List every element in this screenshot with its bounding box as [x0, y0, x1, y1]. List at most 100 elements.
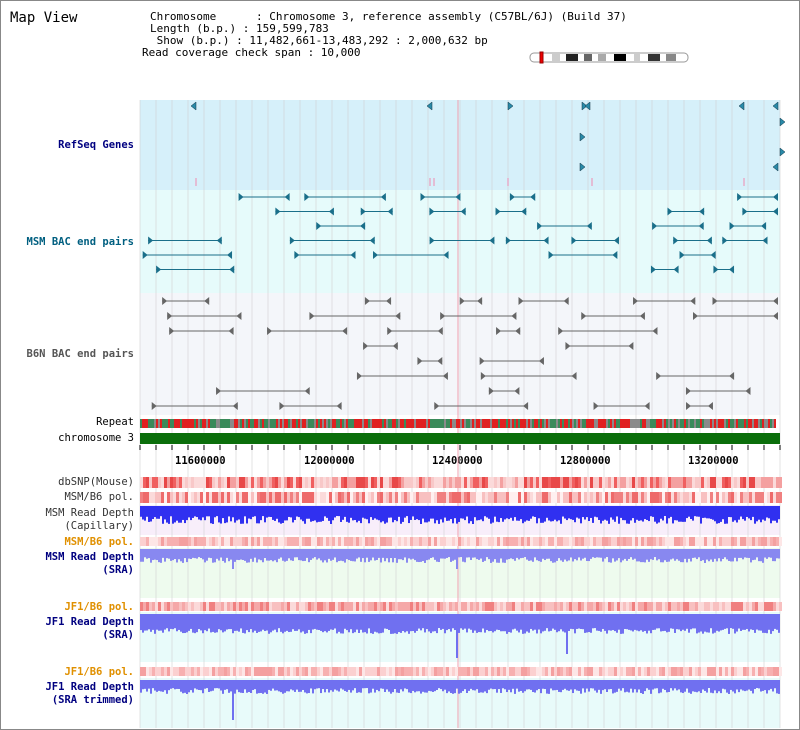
msm-sra-depth-bar: [450, 549, 452, 562]
msm-sra-depth-bar: [178, 549, 180, 560]
msm-sra-depth-bar: [334, 549, 336, 558]
jf1-sra-depth-bar: [302, 614, 304, 632]
dbsnp-cell: [191, 477, 194, 488]
jf1-pol2-cell: [323, 667, 326, 676]
msm-pol2-cell: [566, 537, 569, 546]
jf1-trimmed-depth-bar: [724, 680, 726, 690]
msm-pol2-cell: [614, 537, 617, 546]
repeat-segment: [662, 419, 664, 428]
jf1-pol-cell: [662, 602, 665, 611]
msm-pol-cell: [215, 492, 218, 503]
dbsnp-cell: [542, 477, 545, 488]
dbsnp-cell: [509, 477, 512, 488]
label-refseq-genes[interactable]: RefSeq Genes: [58, 139, 134, 151]
msm-capillary-depth-bar: [182, 506, 184, 520]
jf1-sra-depth-bar: [560, 614, 562, 630]
msm-capillary-depth-bar: [342, 506, 344, 520]
jf1-trimmed-depth-bar: [582, 680, 584, 689]
msm-capillary-depth-bar: [704, 506, 706, 518]
dbsnp-cell: [506, 477, 509, 488]
msm-sra-depth-bar: [740, 549, 742, 558]
repeat-segment: [606, 419, 608, 428]
msm-capillary-depth-bar: [448, 506, 450, 521]
jf1-pol-cell: [179, 602, 182, 611]
jf1-trimmed-depth-bar: [468, 680, 470, 691]
jf1-pol-cell: [302, 602, 305, 611]
msm-pol2-cell: [503, 537, 506, 546]
msm-sra-depth-bar: [626, 549, 628, 561]
jf1-sra-depth-bar: [488, 614, 490, 632]
jf1-sra-depth-bar: [164, 614, 166, 630]
msm-capillary-depth-bar: [490, 506, 492, 524]
dbsnp-cell: [380, 477, 383, 488]
msm-sra-depth-bar: [404, 549, 406, 558]
jf1-sra-depth-bar: [468, 614, 470, 629]
label-msm-bac[interactable]: MSM BAC end pairs: [26, 236, 134, 248]
msm-sra-depth-bar: [618, 549, 620, 559]
jf1-trimmed-depth-bar: [736, 680, 738, 690]
msm-sra-depth-bar: [530, 549, 532, 561]
jf1-sra-depth-bar: [630, 614, 632, 631]
label-msm-b6-pol-2[interactable]: MSM/B6 pol.: [64, 536, 134, 548]
msm-bac-pair-end: [238, 193, 244, 201]
jf1-pol-cell: [230, 602, 233, 611]
repeat-segment: [502, 419, 504, 428]
msm-capillary-depth-bar: [312, 506, 314, 522]
jf1-pol-cell: [401, 602, 404, 611]
repeat-segment: [408, 419, 410, 428]
msm-sra-depth-bar: [214, 549, 216, 563]
msm-capillary-depth-bar: [666, 506, 668, 524]
repeat-segment: [544, 419, 546, 428]
msm-capillary-depth-bar: [494, 506, 496, 517]
msm-capillary-depth-bar: [400, 506, 402, 524]
jf1-trimmed-depth-bar: [562, 680, 564, 690]
dbsnp-cell: [419, 477, 422, 488]
jf1-trimmed-depth-bar: [312, 680, 314, 694]
jf1-pol-cell: [560, 602, 563, 611]
dbsnp-cell: [767, 477, 770, 488]
msm-capillary-depth-bar: [610, 506, 612, 518]
jf1-pol-cell: [605, 602, 608, 611]
msm-pol-cell: [464, 492, 467, 503]
repeat-segment: [454, 419, 456, 428]
msm-sra-depth-bar: [680, 549, 682, 563]
repeat-segment: [234, 419, 236, 428]
msm-pol-cell: [386, 492, 389, 503]
label-msm-b6-pol[interactable]: MSM/B6 pol.: [64, 491, 134, 503]
jf1-pol-cell: [536, 602, 539, 611]
repeat-segment: [330, 419, 332, 428]
msm-sra-depth-bar: [160, 549, 162, 563]
label-b6n-bac[interactable]: B6N BAC end pairs: [26, 348, 134, 360]
jf1-sra-depth-bar: [334, 614, 336, 629]
msm-pol2-cell: [683, 537, 686, 546]
msm-capillary-depth-bar: [724, 506, 726, 524]
label-dbsnp[interactable]: dbSNP(Mouse): [58, 476, 134, 488]
jf1-sra-depth-bar: [506, 614, 508, 634]
msm-pol-cell: [275, 492, 278, 503]
msm-capillary-depth-bar: [734, 506, 736, 521]
dbsnp-cell: [635, 477, 638, 488]
jf1-pol-cell: [647, 602, 650, 611]
b6n-bac-pair-end: [690, 297, 696, 305]
msm-sra-depth-bar: [444, 549, 446, 559]
msm-sra-depth-bar: [582, 549, 584, 559]
jf1-pol-cell: [686, 602, 689, 611]
label-jf1-b6-pol-2[interactable]: JF1/B6 pol.: [64, 666, 134, 678]
jf1-sra-depth-bar: [756, 614, 758, 630]
msm-capillary-depth-bar: [300, 506, 302, 520]
label-jf1-read-trimmed[interactable]: JF1 Read Depth (SRA trimmed): [45, 681, 134, 706]
jf1-trimmed-depth-bar: [670, 680, 672, 689]
label-jf1-b6-pol[interactable]: JF1/B6 pol.: [64, 601, 134, 613]
jf1-pol-cell: [380, 602, 383, 611]
dbsnp-cell: [329, 477, 332, 488]
dbsnp-cell: [659, 477, 662, 488]
repeat-segment: [156, 419, 158, 428]
msm-capillary-depth-bar: [466, 506, 468, 517]
label-msm-read-capillary[interactable]: MSM Read Depth (Capillary): [45, 507, 134, 532]
label-msm-read-sra[interactable]: MSM Read Depth (SRA): [45, 551, 134, 576]
msm-pol-cell: [719, 492, 722, 503]
label-jf1-read-sra[interactable]: JF1 Read Depth (SRA): [45, 616, 134, 641]
repeat-segment: [532, 419, 534, 428]
jf1-sra-depth-bar: [332, 614, 334, 630]
